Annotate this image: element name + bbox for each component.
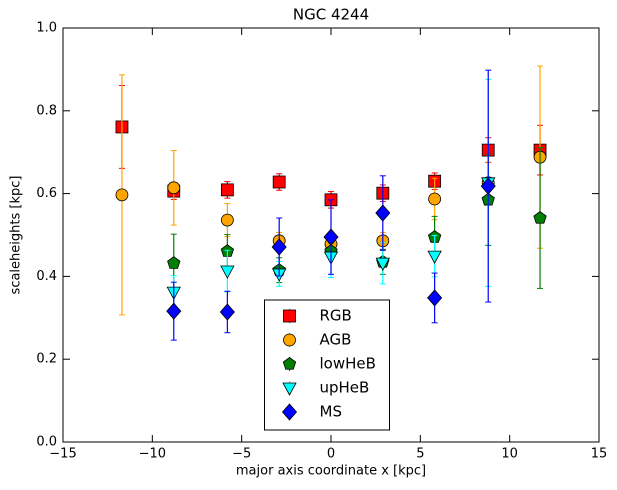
- x-axis-label: major axis coordinate x [kpc]: [236, 464, 426, 479]
- x-tick-label: 10: [501, 447, 518, 462]
- marker: [375, 204, 391, 222]
- legend-label: RGB: [320, 307, 352, 325]
- legend-label: AGB: [320, 331, 352, 349]
- marker: [427, 250, 442, 264]
- marker: [272, 175, 286, 189]
- marker: [427, 289, 443, 307]
- marker: [167, 181, 181, 195]
- legend-label: lowHeB: [320, 355, 376, 373]
- marker: [375, 257, 390, 271]
- x-tick-label: 5: [416, 447, 424, 462]
- marker: [220, 183, 234, 197]
- x-tick-label: −10: [139, 447, 166, 462]
- marker: [219, 303, 235, 321]
- x-tick-label: 15: [591, 447, 608, 462]
- marker: [271, 238, 287, 256]
- marker: [220, 265, 235, 279]
- marker: [115, 188, 129, 202]
- marker: [282, 382, 297, 396]
- marker: [282, 357, 297, 370]
- legend-label: upHeB: [320, 379, 370, 397]
- marker: [281, 403, 298, 421]
- marker: [283, 333, 296, 347]
- marker: [166, 302, 182, 320]
- marker: [323, 228, 339, 246]
- x-tick-label: −15: [49, 447, 76, 462]
- marker: [283, 309, 296, 323]
- legend-label: MS: [320, 403, 342, 421]
- marker: [167, 256, 181, 269]
- y-axis-label: scaleheights [kpc]: [9, 176, 24, 295]
- x-tick-label: 0: [327, 447, 335, 462]
- marker: [480, 177, 496, 195]
- marker: [220, 213, 234, 227]
- y-tick-label: 0.8: [36, 103, 57, 118]
- y-tick-label: 0.0: [36, 435, 57, 450]
- y-tick-label: 1.0: [36, 21, 57, 36]
- y-tick-label: 0.4: [36, 269, 57, 284]
- y-tick-label: 0.2: [36, 352, 57, 367]
- y-tick-label: 0.6: [36, 186, 57, 201]
- chart-title: NGC 4244: [293, 6, 369, 24]
- marker: [428, 192, 442, 206]
- x-tick-label: −5: [232, 447, 251, 462]
- marker: [533, 211, 547, 224]
- axes-frame: [62, 27, 600, 443]
